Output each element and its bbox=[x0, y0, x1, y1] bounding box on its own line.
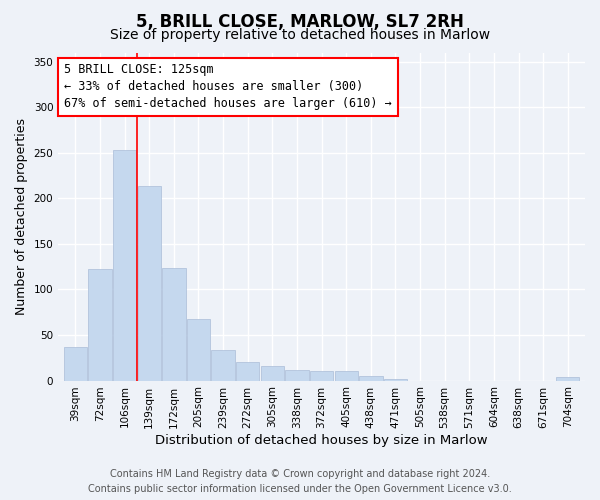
Text: 5, BRILL CLOSE, MARLOW, SL7 2RH: 5, BRILL CLOSE, MARLOW, SL7 2RH bbox=[136, 12, 464, 30]
Bar bbox=[384, 378, 407, 380]
Bar bbox=[285, 370, 308, 380]
Bar bbox=[64, 347, 87, 380]
Bar bbox=[260, 366, 284, 380]
Bar bbox=[236, 362, 259, 380]
Bar bbox=[359, 376, 383, 380]
Text: Size of property relative to detached houses in Marlow: Size of property relative to detached ho… bbox=[110, 28, 490, 42]
Text: 5 BRILL CLOSE: 125sqm
← 33% of detached houses are smaller (300)
67% of semi-det: 5 BRILL CLOSE: 125sqm ← 33% of detached … bbox=[64, 64, 392, 110]
Text: Contains HM Land Registry data © Crown copyright and database right 2024.
Contai: Contains HM Land Registry data © Crown c… bbox=[88, 469, 512, 494]
Y-axis label: Number of detached properties: Number of detached properties bbox=[15, 118, 28, 315]
Bar bbox=[88, 270, 112, 380]
Bar bbox=[113, 150, 136, 380]
Bar bbox=[335, 372, 358, 380]
Bar bbox=[556, 377, 580, 380]
X-axis label: Distribution of detached houses by size in Marlow: Distribution of detached houses by size … bbox=[155, 434, 488, 448]
Bar bbox=[162, 268, 185, 380]
Bar bbox=[187, 318, 210, 380]
Bar bbox=[310, 372, 333, 380]
Bar bbox=[211, 350, 235, 380]
Bar bbox=[137, 186, 161, 380]
